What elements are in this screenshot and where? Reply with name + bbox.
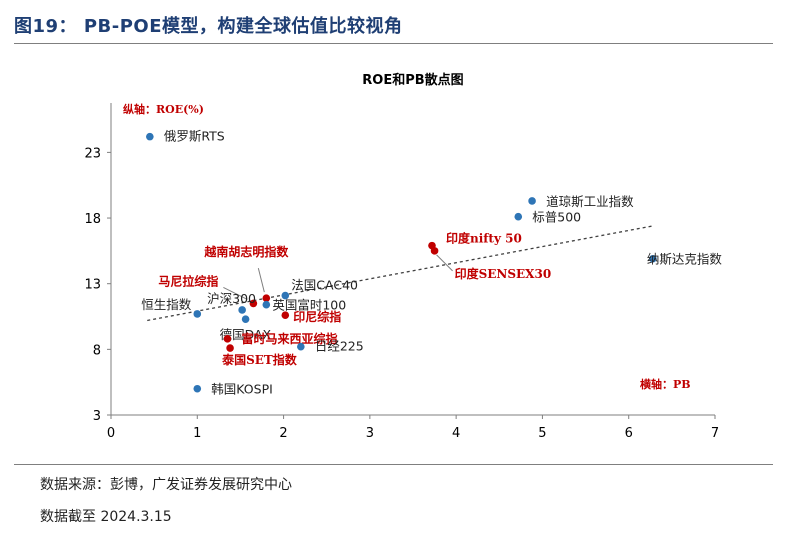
data-label: 越南胡志明指数 bbox=[203, 244, 289, 259]
data-point bbox=[262, 294, 271, 302]
y-tick-label: 18 bbox=[84, 212, 101, 227]
data-label: 日经225 bbox=[315, 339, 364, 354]
x-tick-label: 5 bbox=[538, 426, 546, 441]
data-point bbox=[241, 315, 250, 323]
data-point bbox=[193, 384, 202, 393]
x-tick-label: 1 bbox=[193, 426, 201, 441]
data-point bbox=[262, 300, 271, 309]
label-leader-line bbox=[223, 286, 248, 300]
data-label: 印度nifty 50 bbox=[446, 231, 522, 246]
data-point bbox=[146, 132, 154, 141]
data-point bbox=[281, 311, 290, 320]
y-tick-label: 3 bbox=[93, 409, 101, 424]
x-axis-title: 横轴：PB bbox=[640, 377, 691, 391]
footer-divider bbox=[14, 464, 773, 465]
data-label: 印尼综指 bbox=[293, 309, 341, 324]
data-point bbox=[297, 342, 305, 351]
label-leader-line bbox=[436, 254, 453, 272]
chart-title: ROE和PB散点图 bbox=[362, 72, 463, 88]
data-label: 英国富时100 bbox=[272, 298, 346, 313]
data-point bbox=[528, 197, 536, 205]
x-tick-label: 6 bbox=[625, 426, 633, 441]
data-label: 标普500 bbox=[532, 210, 581, 225]
data-point bbox=[249, 299, 258, 308]
data-label: 沪深300 bbox=[207, 291, 256, 306]
data-label: 法国CAC40 bbox=[291, 278, 358, 293]
data-point bbox=[193, 310, 202, 318]
x-tick-label: 4 bbox=[452, 426, 460, 441]
data-label: 道琼斯工业指数 bbox=[546, 194, 634, 209]
data-label: 韩国KOSPI bbox=[211, 382, 273, 397]
source-note: 数据来源：彭博，广发证券发展研究中心 bbox=[40, 477, 292, 493]
y-tick-label: 23 bbox=[84, 146, 101, 161]
data-label: 纳斯达克指数 bbox=[647, 252, 723, 267]
data-label: 德国DAX bbox=[220, 327, 272, 342]
title-divider bbox=[14, 43, 773, 44]
data-point bbox=[223, 335, 232, 343]
data-point bbox=[514, 212, 523, 221]
x-tick-label: 7 bbox=[711, 426, 719, 441]
y-axis-title: 纵轴：ROE(%) bbox=[123, 102, 204, 116]
label-leader-line bbox=[257, 268, 265, 293]
data-label: 俄罗斯RTS bbox=[164, 129, 225, 144]
data-point bbox=[281, 291, 290, 300]
figure-title: 图19： PB-POE模型，构建全球估值比较视角 bbox=[14, 16, 403, 37]
x-tick-label: 3 bbox=[366, 426, 374, 441]
data-point bbox=[238, 306, 246, 314]
data-point bbox=[226, 344, 234, 352]
data-point bbox=[430, 247, 439, 255]
y-tick-label: 8 bbox=[93, 343, 101, 358]
x-tick-label: 0 bbox=[107, 426, 115, 441]
data-label: 马尼拉综指 bbox=[158, 273, 218, 288]
data-label: 恒生指数 bbox=[141, 297, 192, 312]
y-tick-label: 13 bbox=[84, 278, 101, 293]
data-point bbox=[649, 254, 657, 263]
trend-line bbox=[147, 225, 653, 322]
as-of-note: 数据截至 2024.3.15 bbox=[40, 509, 172, 525]
x-tick-label: 2 bbox=[279, 426, 287, 441]
data-label: 泰国SET指数 bbox=[221, 352, 298, 367]
data-label: 富时马来西亚综指 bbox=[241, 331, 337, 346]
data-label: 印度SENSEX30 bbox=[455, 266, 552, 281]
